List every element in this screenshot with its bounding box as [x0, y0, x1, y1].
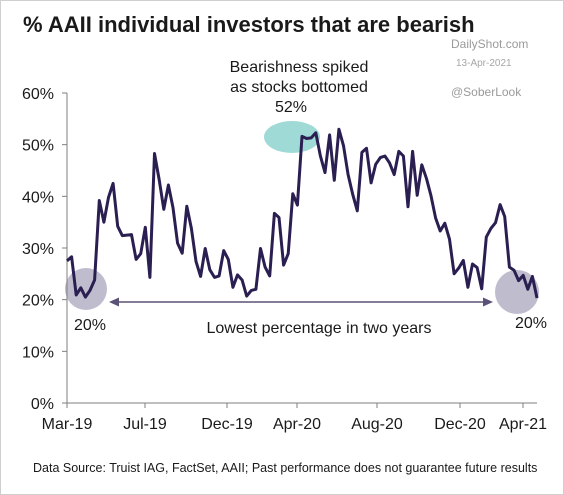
chart-title: % AAII individual investors that are bea… — [23, 12, 475, 37]
annotation-span-label: Lowest percentage in two years — [206, 320, 431, 337]
x-tick-label: Apr-21 — [499, 416, 547, 433]
peak-highlight-ellipse — [264, 121, 320, 153]
x-tick-label: Jul-19 — [123, 416, 167, 433]
left-low-highlight-circle — [65, 268, 107, 310]
annotation-peak-line2: as stocks bottomed — [230, 79, 368, 96]
x-tick-label: Aug-20 — [351, 416, 403, 433]
y-tick-label: 50% — [22, 138, 54, 155]
y-tick-label: 40% — [22, 189, 54, 206]
x-tick-label: Dec-19 — [201, 416, 253, 433]
annotation-peak-value: 52% — [275, 99, 307, 116]
x-tick-label: Mar-19 — [42, 416, 93, 433]
y-tick-label: 0% — [31, 396, 54, 413]
y-tick-label: 10% — [22, 344, 54, 361]
watermark-brand: DailyShot.com — [451, 37, 528, 51]
annotation-left-value: 20% — [74, 317, 106, 334]
watermark-date: 13-Apr-2021 — [456, 58, 512, 69]
y-tick-label: 30% — [22, 241, 54, 258]
data-source-note: Data Source: Truist IAG, FactSet, AAII; … — [33, 461, 537, 475]
watermark-handle: @SoberLook — [451, 85, 522, 99]
annotation-peak-line1: Bearishness spiked — [230, 59, 369, 76]
x-tick-label: Apr-20 — [273, 416, 321, 433]
y-tick-label: 60% — [22, 86, 54, 103]
annotation-right-value: 20% — [515, 315, 547, 332]
y-tick-label: 20% — [22, 293, 54, 310]
y-axis-ticks: 0% 10% 20% 30% 40% 50% 60% — [22, 86, 67, 413]
bearish-percent-series-line — [66, 127, 539, 299]
x-axis-ticks: Mar-19 Jul-19 Dec-19 Apr-20 Aug-20 Dec-20 Apr-… — [42, 403, 547, 433]
right-low-highlight-circle — [495, 270, 539, 314]
x-tick-label: Dec-20 — [434, 416, 486, 433]
span-arrow — [109, 297, 493, 307]
